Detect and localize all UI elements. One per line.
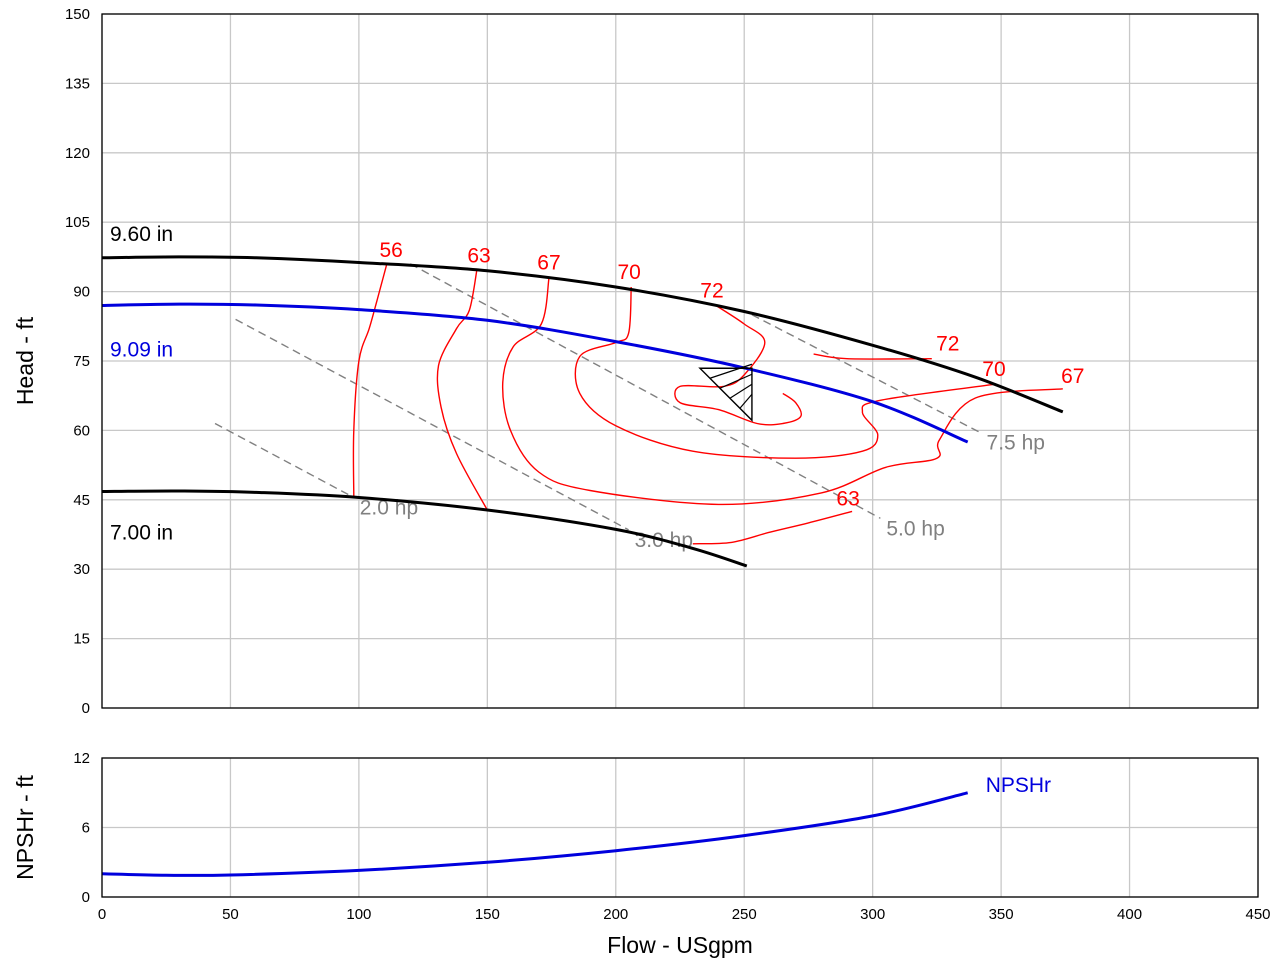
npsh-plot-frame bbox=[101, 757, 1259, 898]
power-line-label: 7.5 hp bbox=[987, 432, 1045, 455]
efficiency-contour bbox=[436, 268, 488, 511]
impeller-curve bbox=[101, 489, 748, 568]
efficiency-contour bbox=[574, 286, 997, 459]
x-tick-label: 150 bbox=[475, 906, 500, 923]
npsh-plot-curves: NPSHr bbox=[101, 774, 1051, 877]
head-y-tick-label: 120 bbox=[65, 145, 90, 162]
head-axis-label: Head - ft bbox=[12, 316, 38, 405]
npshr-curve bbox=[101, 791, 969, 877]
efficiency-contour bbox=[674, 304, 802, 426]
x-tick-label: 400 bbox=[1117, 906, 1142, 923]
impeller-label: 9.60 in bbox=[110, 223, 173, 246]
impeller-curve bbox=[101, 255, 1064, 414]
head-y-tick-label: 30 bbox=[73, 561, 90, 578]
efficiency-contour bbox=[501, 277, 1063, 506]
head-y-tick-label: 45 bbox=[73, 492, 90, 509]
efficiency-label: 72 bbox=[700, 279, 723, 302]
efficiency-label: 67 bbox=[537, 252, 560, 275]
x-tick-label: 50 bbox=[222, 906, 239, 923]
flow-axis-label: Flow - USgpm bbox=[607, 932, 753, 958]
efficiency-label: 72 bbox=[936, 333, 959, 356]
efficiency-contour bbox=[692, 510, 853, 545]
power-line bbox=[214, 422, 355, 499]
npsh-y-tick-label: 0 bbox=[82, 889, 90, 906]
x-tick-label: 0 bbox=[98, 906, 106, 923]
x-tick-label: 250 bbox=[732, 906, 757, 923]
efficiency-label: 63 bbox=[467, 244, 490, 267]
efficiency-label: 70 bbox=[618, 261, 641, 284]
operating-point-marker bbox=[698, 363, 753, 422]
x-tick-label: 300 bbox=[860, 906, 885, 923]
hatch-line bbox=[709, 363, 753, 379]
impeller-curve bbox=[101, 302, 969, 444]
head-y-tick-label: 15 bbox=[73, 631, 90, 648]
hatch-line bbox=[719, 373, 753, 389]
npshr-label: NPSHr bbox=[986, 774, 1051, 797]
power-line bbox=[409, 263, 881, 519]
x-tick-label: 200 bbox=[603, 906, 628, 923]
power-line-label: 5.0 hp bbox=[886, 517, 944, 540]
hatch-line bbox=[729, 383, 753, 399]
x-tick-label: 100 bbox=[346, 906, 371, 923]
head-y-tick-label: 105 bbox=[65, 214, 90, 231]
head-plot-grid: 0 15 30 45 60 75 90 105 120 135 150 bbox=[65, 6, 1259, 717]
head-y-tick-label: 150 bbox=[65, 6, 90, 23]
head-y-tick-label: 135 bbox=[65, 75, 90, 92]
head-y-tick-label: 75 bbox=[73, 353, 90, 370]
impeller-label: 7.00 in bbox=[110, 521, 173, 544]
head-y-tick-label: 0 bbox=[82, 700, 90, 717]
efficiency-label: 56 bbox=[379, 239, 402, 262]
npsh-y-tick-label: 6 bbox=[82, 820, 90, 837]
npsh-axis-label: NPSHr - ft bbox=[12, 775, 38, 880]
efficiency-label: 63 bbox=[836, 487, 859, 510]
npsh-y-tick-label: 12 bbox=[73, 750, 90, 767]
head-plot-frame bbox=[101, 13, 1259, 709]
x-tick-label: 450 bbox=[1245, 906, 1270, 923]
x-tick-label: 350 bbox=[989, 906, 1014, 923]
efficiency-label: 70 bbox=[982, 358, 1005, 381]
efficiency-label: 67 bbox=[1061, 365, 1084, 388]
power-line bbox=[235, 318, 629, 531]
impeller-label: 9.09 in bbox=[110, 338, 173, 361]
head-y-tick-label: 60 bbox=[73, 422, 90, 439]
head-y-tick-label: 90 bbox=[73, 284, 90, 301]
efficiency-contour bbox=[352, 262, 388, 497]
power-line bbox=[751, 314, 981, 434]
hatch-line bbox=[739, 393, 753, 409]
